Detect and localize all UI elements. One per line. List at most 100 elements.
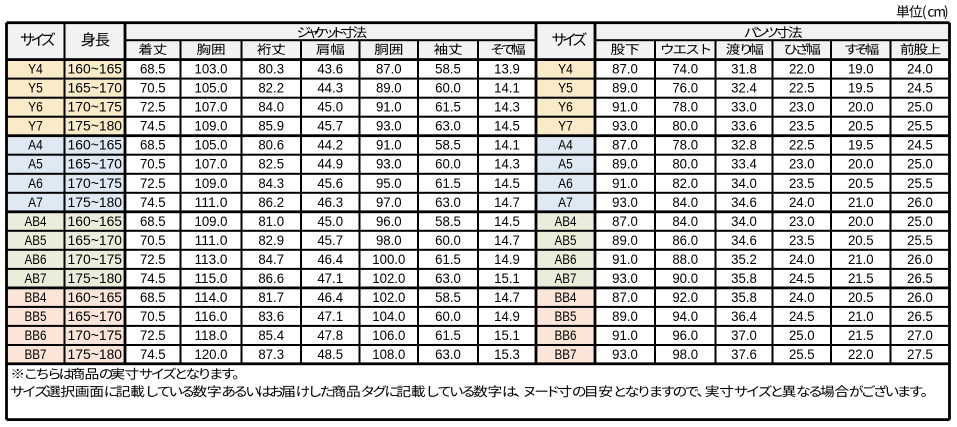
svg-text:26.0: 26.0 [907, 195, 933, 210]
svg-text:22.5: 22.5 [789, 81, 815, 96]
svg-text:84.0: 84.0 [672, 195, 698, 210]
svg-text:70.5: 70.5 [140, 157, 166, 172]
svg-text:91.0: 91.0 [612, 328, 638, 343]
svg-text:BB7: BB7 [25, 347, 47, 362]
svg-text:27.0: 27.0 [907, 328, 933, 343]
svg-text:19.0: 19.0 [848, 62, 874, 77]
svg-text:23.0: 23.0 [789, 100, 815, 115]
svg-text:93.0: 93.0 [612, 271, 638, 286]
svg-text:AB7: AB7 [25, 271, 47, 286]
svg-text:A4: A4 [558, 138, 573, 153]
svg-text:14.1: 14.1 [494, 81, 520, 96]
svg-text:23.5: 23.5 [789, 176, 815, 191]
svg-text:15.1: 15.1 [494, 328, 520, 343]
svg-text:78.0: 78.0 [672, 138, 698, 153]
svg-text:47.1: 47.1 [317, 271, 343, 286]
svg-text:160~165: 160~165 [68, 214, 123, 229]
svg-text:Y7: Y7 [558, 119, 573, 134]
svg-text:89.0: 89.0 [612, 309, 638, 324]
svg-text:116.0: 116.0 [195, 309, 228, 324]
svg-text:107.0: 107.0 [195, 157, 228, 172]
svg-text:35.8: 35.8 [731, 271, 757, 286]
svg-text:20.5: 20.5 [848, 176, 874, 191]
svg-text:44.2: 44.2 [317, 138, 343, 153]
svg-text:23.0: 23.0 [789, 214, 815, 229]
svg-text:Y6: Y6 [28, 100, 43, 115]
svg-text:72.5: 72.5 [140, 252, 166, 267]
svg-text:60.0: 60.0 [435, 81, 461, 96]
svg-text:72.5: 72.5 [140, 328, 166, 343]
svg-text:84.7: 84.7 [258, 252, 284, 267]
svg-text:74.0: 74.0 [672, 62, 698, 77]
svg-text:96.0: 96.0 [672, 328, 698, 343]
svg-text:26.5: 26.5 [907, 271, 933, 286]
svg-text:BB5: BB5 [25, 309, 47, 324]
svg-text:BB4: BB4 [25, 290, 47, 305]
svg-text:102.0: 102.0 [372, 271, 405, 286]
svg-text:160~165: 160~165 [68, 138, 123, 153]
svg-text:45.0: 45.0 [317, 214, 343, 229]
svg-text:25.5: 25.5 [907, 119, 933, 134]
svg-text:165~170: 165~170 [68, 81, 123, 96]
svg-text:33.6: 33.6 [731, 119, 757, 134]
svg-text:93.0: 93.0 [612, 195, 638, 210]
svg-text:23.0: 23.0 [789, 157, 815, 172]
svg-text:74.5: 74.5 [140, 119, 166, 134]
svg-text:63.0: 63.0 [435, 195, 461, 210]
svg-text:A6: A6 [558, 176, 573, 191]
svg-text:25.0: 25.0 [907, 214, 933, 229]
svg-text:115.0: 115.0 [195, 271, 228, 286]
svg-text:160~165: 160~165 [68, 62, 123, 77]
svg-text:Y5: Y5 [558, 81, 573, 96]
svg-text:89.0: 89.0 [612, 81, 638, 96]
svg-text:20.5: 20.5 [848, 233, 874, 248]
svg-text:70.5: 70.5 [140, 233, 166, 248]
svg-text:A7: A7 [558, 195, 573, 210]
svg-text:25.5: 25.5 [907, 176, 933, 191]
svg-text:97.0: 97.0 [376, 195, 402, 210]
svg-text:109.0: 109.0 [195, 176, 228, 191]
svg-text:87.0: 87.0 [612, 214, 638, 229]
svg-text:14.7: 14.7 [494, 290, 520, 305]
svg-text:94.0: 94.0 [672, 309, 698, 324]
svg-text:14.9: 14.9 [494, 309, 520, 324]
svg-text:160~165: 160~165 [68, 290, 123, 305]
svg-text:93.0: 93.0 [376, 157, 402, 172]
svg-text:20.0: 20.0 [848, 214, 874, 229]
svg-text:14.7: 14.7 [494, 195, 520, 210]
svg-text:33.0: 33.0 [731, 100, 757, 115]
svg-text:91.0: 91.0 [376, 138, 402, 153]
svg-text:24.5: 24.5 [789, 309, 815, 324]
svg-text:45.6: 45.6 [317, 176, 343, 191]
svg-text:AB4: AB4 [555, 214, 577, 229]
svg-text:Y4: Y4 [558, 62, 573, 77]
svg-text:87.3: 87.3 [258, 347, 284, 362]
svg-text:74.5: 74.5 [140, 271, 166, 286]
svg-text:61.5: 61.5 [435, 328, 461, 343]
svg-text:24.5: 24.5 [789, 271, 815, 286]
svg-text:14.5: 14.5 [494, 214, 520, 229]
svg-text:96.0: 96.0 [376, 214, 402, 229]
svg-text:68.5: 68.5 [140, 138, 166, 153]
svg-text:106.0: 106.0 [372, 328, 405, 343]
svg-text:25.5: 25.5 [907, 233, 933, 248]
svg-text:23.5: 23.5 [789, 119, 815, 134]
svg-text:63.0: 63.0 [435, 347, 461, 362]
svg-text:27.5: 27.5 [907, 347, 933, 362]
svg-text:43.6: 43.6 [317, 62, 343, 77]
svg-text:80.3: 80.3 [258, 62, 284, 77]
svg-text:68.5: 68.5 [140, 62, 166, 77]
svg-text:37.0: 37.0 [731, 328, 757, 343]
svg-text:21.5: 21.5 [848, 271, 874, 286]
svg-text:A4: A4 [28, 138, 43, 153]
svg-text:35.2: 35.2 [731, 252, 757, 267]
svg-text:Y6: Y6 [558, 100, 573, 115]
svg-text:24.0: 24.0 [789, 195, 815, 210]
svg-text:170~175: 170~175 [68, 328, 123, 343]
svg-text:15.3: 15.3 [494, 347, 520, 362]
svg-text:BB4: BB4 [555, 290, 577, 305]
svg-text:175~180: 175~180 [68, 195, 123, 210]
svg-text:23.5: 23.5 [789, 233, 815, 248]
svg-text:19.5: 19.5 [848, 81, 874, 96]
svg-text:107.0: 107.0 [195, 100, 228, 115]
